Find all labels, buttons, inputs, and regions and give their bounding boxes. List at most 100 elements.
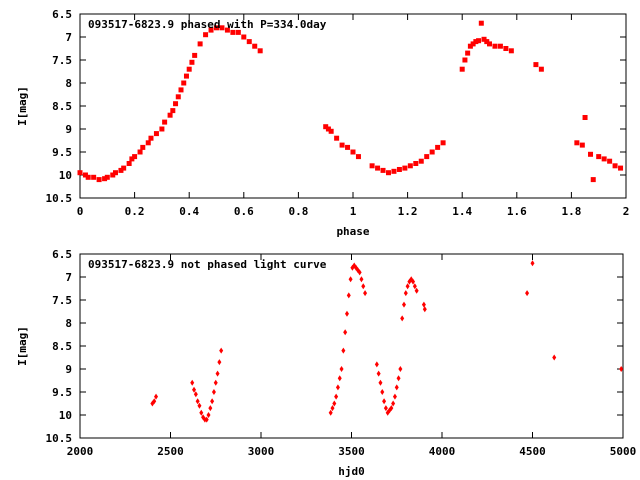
- y-tick-label: 8: [65, 317, 72, 330]
- plot-title: 093517-6823.9 phased with P=334.0day: [88, 18, 327, 31]
- data-point: [224, 27, 230, 33]
- y-tick-label: 9.5: [52, 386, 72, 399]
- x-axis-label: hjd0: [338, 465, 365, 478]
- data-point: [118, 167, 124, 173]
- data-point: [85, 174, 91, 180]
- x-tick-label: 3500: [338, 445, 365, 458]
- data-point: [487, 41, 492, 47]
- plot-frame: [79, 253, 624, 439]
- data-point: [612, 163, 618, 169]
- data-point: [424, 154, 430, 160]
- data-point: [382, 398, 387, 405]
- data-point: [112, 170, 118, 176]
- data-point: [323, 124, 329, 130]
- y-tick-label: 7: [65, 271, 72, 284]
- data-point: [411, 278, 416, 285]
- y-tick-label: 10: [59, 409, 72, 422]
- data-point: [473, 39, 479, 45]
- data-point: [344, 310, 349, 317]
- y-tick-label: 8.5: [52, 100, 72, 113]
- data-point: [186, 66, 192, 72]
- data-point: [208, 405, 213, 412]
- data-point: [145, 140, 151, 146]
- data-point: [335, 384, 340, 391]
- data-point: [129, 156, 135, 162]
- y-tick-label: 8.5: [52, 340, 72, 353]
- y-axis-label: I[mag]: [16, 326, 29, 366]
- data-point: [355, 154, 361, 160]
- x-tick-label: 2: [623, 205, 630, 218]
- data-point: [590, 177, 596, 183]
- data-point: [257, 48, 263, 54]
- data-point: [421, 301, 426, 308]
- data-point: [252, 43, 258, 49]
- data-point: [193, 391, 198, 398]
- data-point: [203, 32, 209, 38]
- data-point: [82, 172, 88, 178]
- data-point: [192, 52, 198, 58]
- y-axis-label: I[mag]: [16, 86, 29, 126]
- data-point: [392, 393, 397, 400]
- data-point: [538, 66, 544, 72]
- data-point: [525, 290, 530, 297]
- data-point: [195, 398, 200, 405]
- x-tick-label: 3000: [248, 445, 275, 458]
- data-point: [241, 34, 247, 40]
- data-point: [380, 167, 386, 173]
- data-point: [132, 154, 138, 160]
- data-point: [348, 276, 353, 283]
- data-point: [343, 329, 348, 336]
- x-tick-label: 1.6: [507, 205, 527, 218]
- data-point: [618, 165, 624, 171]
- data-point: [339, 142, 345, 148]
- data-point: [440, 140, 446, 146]
- data-point: [579, 142, 585, 148]
- data-point: [418, 158, 424, 164]
- x-tick-label: 1.2: [398, 205, 418, 218]
- data-point: [389, 405, 394, 412]
- data-point: [492, 43, 498, 49]
- data-point: [121, 165, 127, 171]
- data-point: [110, 172, 116, 178]
- data-point: [192, 386, 197, 393]
- data-point: [181, 80, 187, 86]
- data-point: [414, 287, 419, 294]
- phased-light-curve-panel: 0 0.2 0.4 0.6 0.8 1 1.2 1.4 1.6 1.8 2 6.5 7 7.5 8 8.5 9 9…: [16, 8, 629, 238]
- data-point: [334, 393, 339, 400]
- data-point: [325, 126, 331, 132]
- x-tick-label: 0: [77, 205, 84, 218]
- data-point: [104, 174, 110, 180]
- data-point: [413, 161, 419, 166]
- data-point: [378, 379, 383, 386]
- data-point: [183, 73, 189, 79]
- data-point: [197, 41, 203, 47]
- data-point: [235, 29, 241, 35]
- y-tick-label: 9.5: [52, 146, 72, 159]
- data-point: [396, 166, 402, 172]
- x-tick-label: 0.6: [234, 205, 254, 218]
- data-point: [403, 290, 408, 297]
- data-point: [380, 389, 385, 395]
- data-point: [376, 370, 381, 377]
- data-point: [533, 62, 539, 68]
- data-point: [398, 366, 403, 372]
- y-tick-label: 10.5: [46, 192, 73, 205]
- data-point: [402, 165, 408, 171]
- data-point: [91, 174, 97, 180]
- data-point: [334, 135, 340, 141]
- x-tick-label: 0.8: [288, 205, 308, 218]
- data-point: [211, 389, 216, 395]
- x-tick-label: 0.4: [179, 205, 199, 218]
- y-tick-label: 9: [65, 363, 72, 376]
- x-tick-label: 4000: [429, 445, 456, 458]
- data-point: [328, 128, 334, 134]
- data-point: [478, 20, 484, 26]
- data-point: [153, 131, 159, 137]
- data-point: [400, 315, 405, 322]
- data-point: [337, 375, 342, 382]
- data-point: [339, 366, 344, 372]
- x-tick-label: 1.8: [561, 205, 581, 218]
- data-point: [396, 375, 401, 382]
- data-point: [391, 168, 397, 174]
- data-point: [385, 170, 391, 176]
